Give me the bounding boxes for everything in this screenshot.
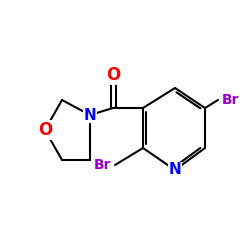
Text: Br: Br bbox=[222, 93, 240, 107]
Text: O: O bbox=[106, 66, 120, 84]
Text: N: N bbox=[84, 108, 96, 122]
Text: O: O bbox=[38, 121, 52, 139]
Text: N: N bbox=[168, 162, 181, 178]
Text: Br: Br bbox=[94, 158, 111, 172]
